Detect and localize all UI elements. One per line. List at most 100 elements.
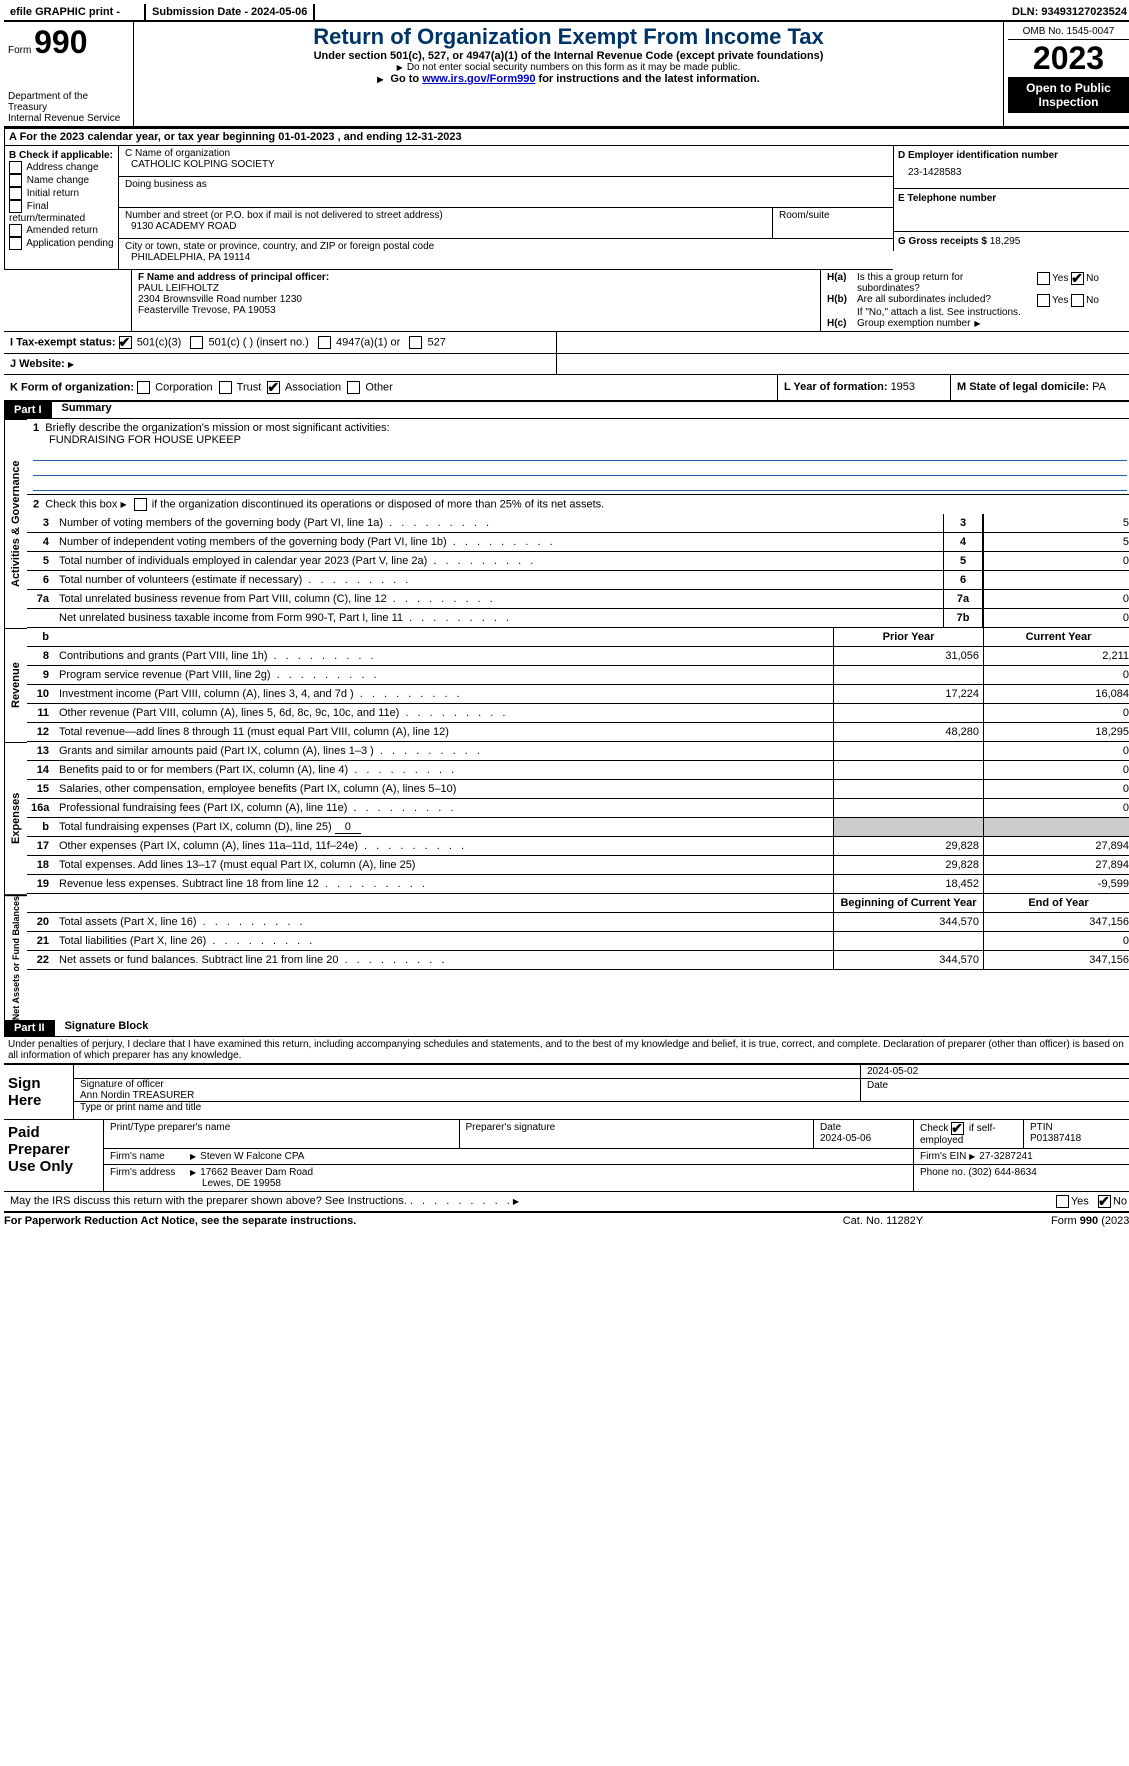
firm-ein: 27-3287241: [979, 1151, 1032, 1162]
prep-name-label: Print/Type preparer's name: [104, 1120, 459, 1148]
goto-post: for instructions and the latest informat…: [539, 73, 760, 85]
sign-date: 2024-05-02: [860, 1065, 1129, 1079]
l5-value: 0: [983, 552, 1129, 571]
open-to-public: Open to Public Inspection: [1008, 77, 1129, 113]
chk-ha-yes[interactable]: [1037, 272, 1050, 285]
box-b: B Check if applicable: Address change Na…: [4, 146, 119, 270]
chk-discuss-yes[interactable]: [1056, 1195, 1069, 1208]
ha-text2: subordinates?: [857, 283, 920, 294]
gov-table: 3Number of voting members of the governi…: [27, 514, 1129, 628]
chk-501c3[interactable]: [119, 336, 132, 349]
lbl-app-pending: Application pending: [26, 238, 113, 249]
row-klm: K Form of organization: Corporation Trus…: [4, 375, 1129, 402]
ha-no: No: [1086, 273, 1099, 284]
phone-label: E Telephone number: [898, 193, 996, 204]
dba-value: [125, 190, 887, 205]
lbl-501c: 501(c) ( ) (insert no.): [209, 336, 309, 348]
dln-value: 93493127023524: [1041, 6, 1127, 18]
gross-receipts-value: 18,295: [990, 236, 1021, 247]
box-deg-col: D Employer identification number 23-1428…: [893, 146, 1129, 270]
dln-label: DLN:: [1012, 6, 1041, 18]
prep-check-pre: Check: [920, 1123, 948, 1134]
ein-label: D Employer identification number: [898, 150, 1058, 161]
part-ii-label: Part II: [4, 1020, 55, 1036]
chk-address-change[interactable]: [9, 161, 22, 174]
chk-trust[interactable]: [219, 381, 232, 394]
chk-amended[interactable]: [9, 224, 22, 237]
cat-no: Cat. No. 11282Y: [783, 1215, 983, 1227]
l14-current: 0: [983, 761, 1129, 780]
firm-ein-label: Firm's EIN: [920, 1151, 966, 1162]
l17-current: 27,894: [983, 837, 1129, 856]
year-form-label: L Year of formation:: [784, 381, 891, 393]
chk-discontinued[interactable]: [134, 498, 147, 511]
chk-corp[interactable]: [137, 381, 150, 394]
chk-initial-return[interactable]: [9, 187, 22, 200]
lbl-initial-return: Initial return: [27, 188, 79, 199]
chk-ha-no[interactable]: [1071, 272, 1084, 285]
l16a-prior: [833, 799, 983, 818]
prep-ptin-cell: PTINP01387418: [1023, 1120, 1129, 1148]
jurat-text: Under penalties of perjury, I declare th…: [4, 1037, 1129, 1064]
org-name: CATHOLIC KOLPING SOCIETY: [125, 159, 887, 174]
chk-501c[interactable]: [190, 336, 203, 349]
tab-expenses: Expenses: [4, 742, 27, 894]
efile-text: efile GRAPHIC print -: [10, 6, 120, 18]
submission-date-cell: Submission Date - 2024-05-06: [146, 4, 315, 20]
sign-date-label: Date: [860, 1079, 1129, 1102]
l10-prior: 17,224: [833, 685, 983, 704]
officer-label: F Name and address of principal officer:: [138, 272, 329, 283]
l7b-value: 0: [983, 609, 1129, 628]
hb-label: H(b): [827, 294, 847, 305]
chk-name-change[interactable]: [9, 174, 22, 187]
l8-prior: 31,056: [833, 647, 983, 666]
line-2: 2 Check this box if the organization dis…: [27, 495, 1129, 514]
chk-final-return[interactable]: [9, 200, 22, 213]
type-name-label: Type or print name and title: [74, 1102, 1129, 1113]
hdr-b: b: [42, 631, 49, 643]
l16b-label: Total fundraising expenses (Part IX, col…: [59, 821, 335, 833]
l11-label: Other revenue (Part VIII, column (A), li…: [55, 704, 833, 723]
chk-self-employed[interactable]: [951, 1122, 964, 1135]
l16a-current: 0: [983, 799, 1129, 818]
row-f-h: F Name and address of principal officer:…: [4, 270, 1129, 332]
irs-link[interactable]: www.irs.gov/Form990: [422, 73, 535, 85]
lbl-trust: Trust: [237, 381, 262, 393]
l11-prior: [833, 704, 983, 723]
sig-officer-label: Signature of officer: [80, 1079, 164, 1090]
l17-label: Other expenses (Part IX, column (A), lin…: [55, 837, 833, 856]
chk-app-pending[interactable]: [9, 237, 22, 250]
l17-prior: 29,828: [833, 837, 983, 856]
website-label: J Website:: [10, 358, 65, 370]
chk-hb-yes[interactable]: [1037, 294, 1050, 307]
footer-form-pre: Form: [1051, 1215, 1080, 1227]
hdr-end-year: End of Year: [983, 894, 1129, 913]
rev-table: bPrior YearCurrent Year 8Contributions a…: [27, 628, 1129, 742]
box-h: H(a) Is this a group return for subordin…: [821, 270, 1129, 331]
form-title: Return of Organization Exempt From Incom…: [138, 24, 999, 50]
efile-graphic-label: efile GRAPHIC print -: [4, 4, 146, 20]
chk-4947[interactable]: [318, 336, 331, 349]
l1-line3: [33, 476, 1127, 491]
submission-label: Submission Date -: [152, 6, 251, 18]
l9-prior: [833, 666, 983, 685]
chk-hb-no[interactable]: [1071, 294, 1084, 307]
chk-527[interactable]: [409, 336, 422, 349]
l10-label: Investment income (Part VIII, column (A)…: [55, 685, 833, 704]
l6-value: [983, 571, 1129, 590]
firm-addr-cell: 17662 Beaver Dam RoadLewes, DE 19958: [184, 1165, 913, 1191]
l16b-current-shaded: [983, 818, 1129, 837]
chk-discuss-no[interactable]: [1098, 1195, 1111, 1208]
box-c: C Name of organization CATHOLIC KOLPING …: [119, 146, 893, 270]
chk-assoc[interactable]: [267, 381, 280, 394]
l12-current: 18,295: [983, 723, 1129, 742]
lbl-other: Other: [365, 381, 393, 393]
room-label: Room/suite: [779, 210, 830, 221]
l22-prior: 344,570: [833, 951, 983, 970]
page-footer: For Paperwork Reduction Act Notice, see …: [4, 1213, 1129, 1227]
chk-other[interactable]: [347, 381, 360, 394]
box-e: E Telephone number: [893, 189, 1129, 232]
prep-date: 2024-05-06: [820, 1133, 871, 1144]
l4-value: 5: [983, 533, 1129, 552]
footer-form-post: (2023): [1101, 1215, 1129, 1227]
